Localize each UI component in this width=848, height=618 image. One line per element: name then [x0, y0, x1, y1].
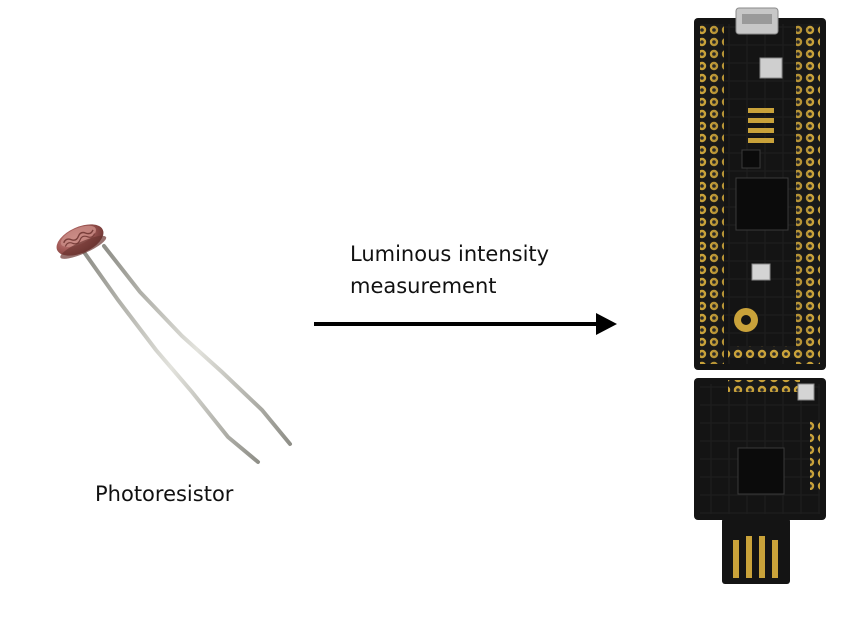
small-chip — [741, 149, 761, 169]
reset-button — [759, 57, 783, 79]
usb-contacts — [733, 536, 778, 578]
photoresistor-leg-left — [82, 250, 260, 464]
measurement-label-line1: Luminous intensity — [350, 242, 550, 266]
bottom-chip — [737, 447, 785, 495]
left-header-top — [700, 24, 712, 364]
measurement-label-line2: measurement — [350, 274, 497, 298]
left-header-top-2 — [712, 24, 724, 364]
measurement-label: Luminous intensity measurement — [350, 238, 549, 302]
bottom-pin-row — [728, 380, 800, 392]
usb-tab — [722, 518, 790, 584]
arrow-head — [596, 313, 617, 335]
main-chip — [735, 177, 789, 231]
right-header-top-2 — [796, 24, 808, 364]
gold-pads — [748, 108, 774, 143]
photoresistor-head — [56, 224, 107, 259]
photoresistor-label: Photoresistor — [95, 482, 234, 506]
photoresistor-leg-right — [102, 244, 292, 446]
user-button — [751, 263, 771, 281]
right-header-top — [808, 24, 820, 364]
bottom-button — [797, 383, 815, 401]
